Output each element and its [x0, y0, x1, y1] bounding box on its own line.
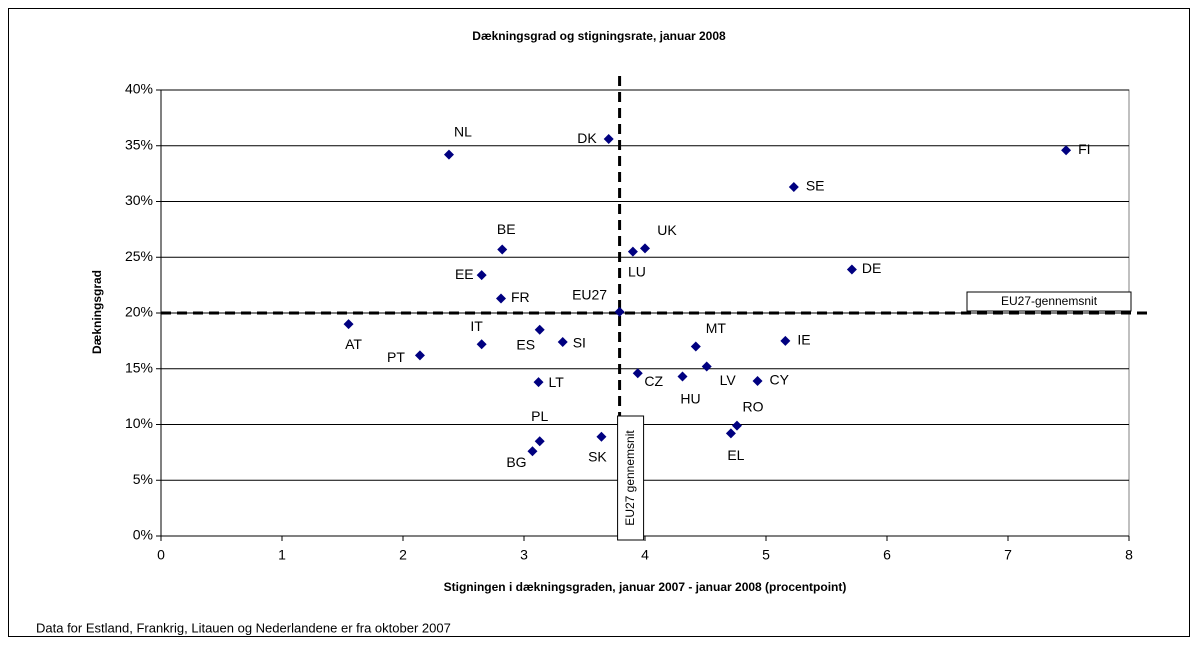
y-axis-label: Dækningsgrad [90, 270, 104, 354]
data-point [533, 377, 544, 388]
x-tick-label: 7 [1004, 547, 1012, 563]
point-label: BG [506, 454, 526, 470]
point-label: LU [628, 263, 646, 279]
data-point [640, 243, 650, 254]
reference-label-box [966, 291, 1132, 312]
data-point [476, 339, 487, 350]
data-point [731, 420, 742, 431]
point-label: NL [454, 123, 472, 139]
x-axis-label: Stigningen i dækningsgraden, januar 2007… [444, 580, 847, 594]
y-tick-label: 0% [133, 527, 153, 543]
data-point [627, 246, 638, 257]
point-label: EE [455, 266, 474, 282]
data-point [1061, 145, 1072, 156]
point-label: CY [770, 372, 790, 388]
x-tick-label: 8 [1125, 547, 1133, 563]
reference-label: EU27 gennemsnit [623, 430, 637, 526]
data-point [614, 306, 625, 317]
chart-title: Dækningsgrad og stigningsrate, januar 20… [472, 29, 726, 43]
point-label: SI [573, 335, 586, 351]
point-label: RO [742, 398, 763, 414]
data-point [497, 244, 508, 255]
x-tick-label: 1 [278, 547, 286, 563]
x-tick-label: 6 [883, 547, 891, 563]
data-point [534, 436, 545, 447]
point-label: FR [511, 289, 530, 305]
point-label: IT [470, 318, 483, 334]
data-point [632, 368, 643, 379]
data-point [527, 446, 538, 457]
data-point [603, 134, 614, 145]
point-label: EU27 [572, 287, 607, 303]
point-label: PT [387, 349, 405, 365]
data-point [476, 270, 487, 281]
point-label: HU [680, 390, 700, 406]
data-point [596, 431, 607, 442]
point-label: EL [727, 447, 744, 463]
data-point [534, 324, 545, 335]
data-point [443, 149, 454, 160]
point-label: ES [516, 336, 535, 352]
data-point [725, 428, 736, 439]
point-label: SE [806, 178, 825, 194]
data-point [414, 350, 425, 361]
data-point [690, 341, 701, 352]
x-tick-label: 5 [762, 547, 770, 563]
data-point [557, 336, 568, 347]
y-tick-label: 25% [125, 248, 153, 264]
point-label: LT [549, 374, 565, 390]
y-tick-label: 10% [125, 415, 153, 431]
reference-label: EU27-gennemsnit [1001, 294, 1098, 308]
data-point [788, 182, 799, 193]
data-point [496, 293, 507, 304]
point-label: UK [657, 222, 677, 238]
point-label: DK [577, 130, 597, 146]
y-tick-label: 30% [125, 192, 153, 208]
data-point [780, 335, 791, 346]
x-tick-label: 3 [520, 547, 528, 563]
data-point [701, 361, 712, 372]
point-label: SK [588, 448, 607, 464]
x-tick-label: 4 [641, 547, 649, 563]
point-label: FI [1078, 141, 1090, 157]
y-tick-label: 35% [125, 136, 153, 152]
footnote: Data for Estland, Frankrig, Litauen og N… [36, 620, 451, 635]
reference-label-box [617, 415, 645, 541]
x-tick-label: 2 [399, 547, 407, 563]
point-label: MT [706, 320, 727, 336]
y-tick-label: 15% [125, 359, 153, 375]
y-tick-label: 40% [125, 81, 153, 97]
point-label: AT [345, 336, 362, 352]
y-tick-label: 20% [125, 304, 153, 320]
data-point [343, 319, 354, 330]
point-label: CZ [644, 373, 663, 389]
data-point [752, 376, 763, 387]
point-label: IE [797, 332, 810, 348]
point-label: BE [497, 221, 516, 237]
data-point [846, 264, 857, 275]
x-tick-label: 0 [157, 547, 165, 563]
point-label: PL [531, 408, 548, 424]
data-point [677, 371, 688, 382]
y-tick-label: 5% [133, 471, 153, 487]
point-label: LV [720, 372, 737, 388]
point-label: DE [862, 260, 881, 276]
